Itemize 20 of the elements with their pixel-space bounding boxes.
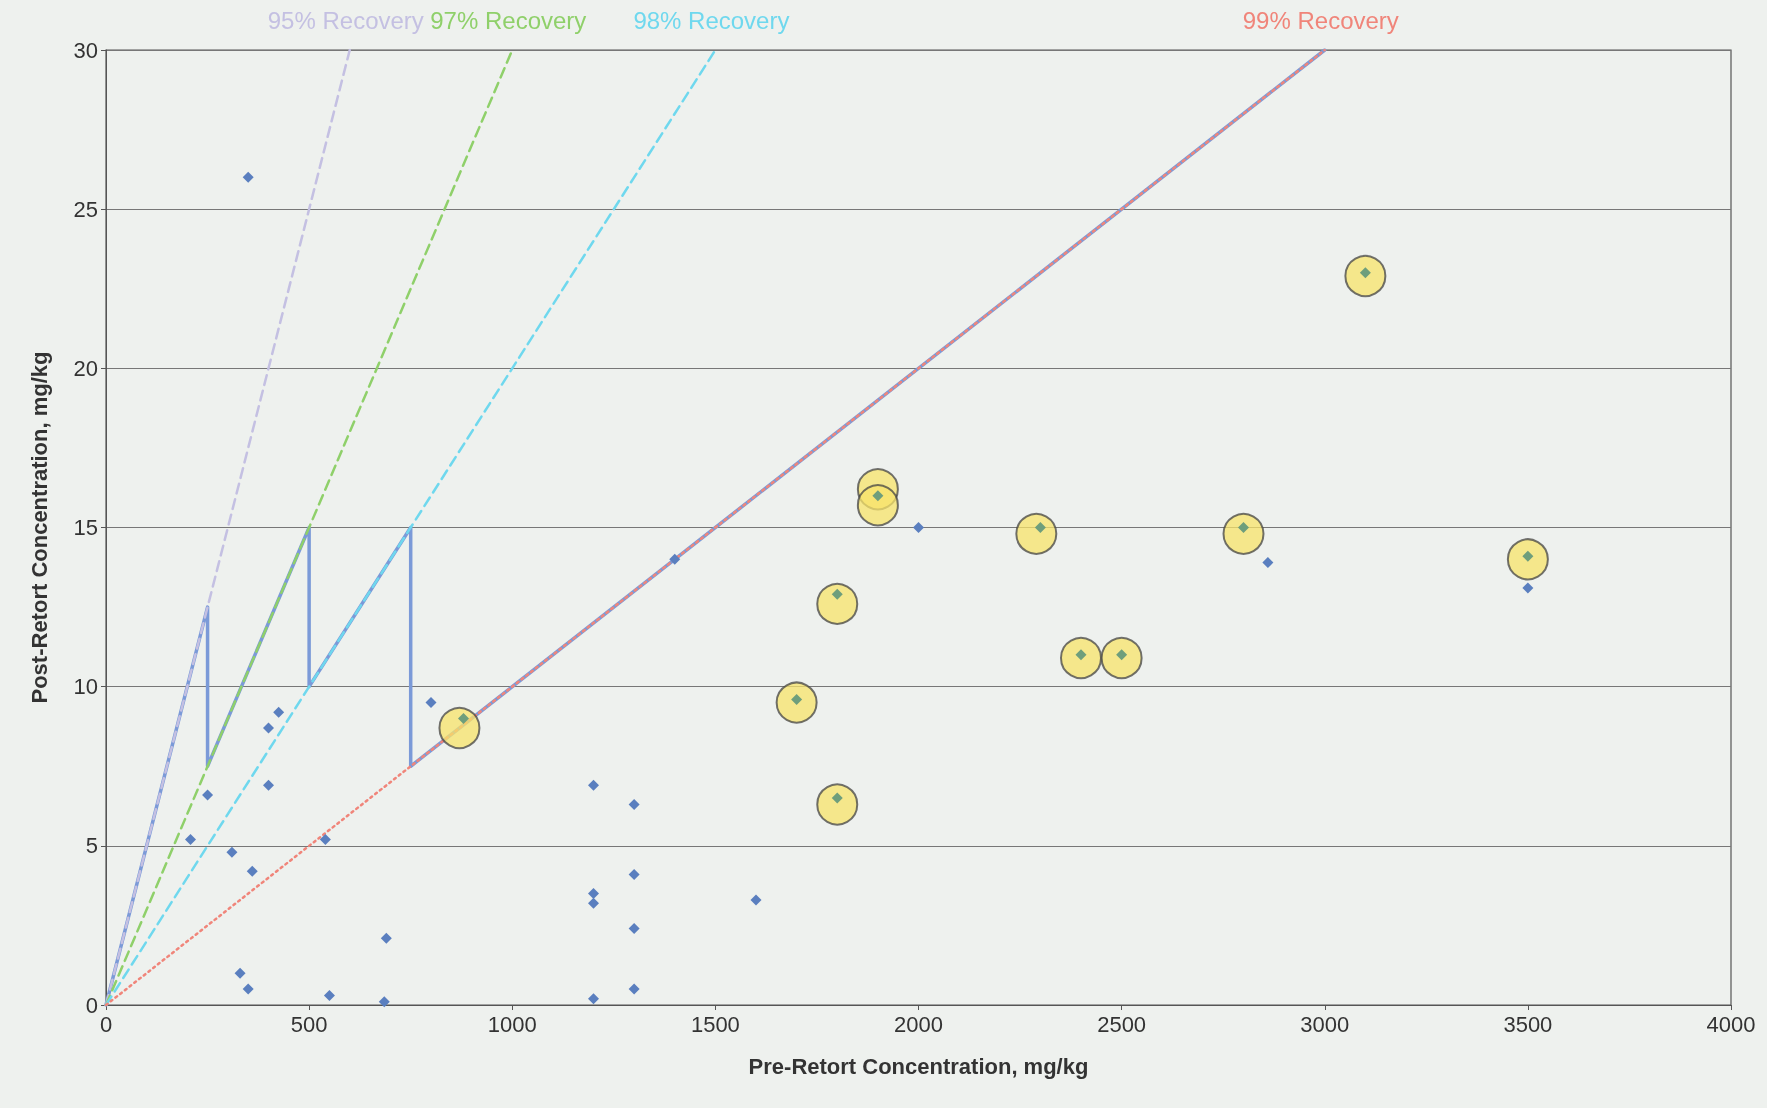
x-tick-label: 3000 bbox=[1300, 1011, 1350, 1037]
x-axis-title: Pre-Retort Concentration, mg/kg bbox=[748, 1053, 1089, 1079]
series-label: 99% Recovery bbox=[1242, 6, 1399, 34]
x-tick-label: 1500 bbox=[690, 1011, 740, 1037]
y-tick-label: 15 bbox=[73, 515, 98, 540]
x-tick-label: 2000 bbox=[894, 1011, 943, 1037]
x-tick-label: 4000 bbox=[1706, 1011, 1756, 1037]
series-label: 97% Recovery bbox=[430, 6, 587, 34]
y-tick-label: 25 bbox=[73, 196, 98, 222]
y-tick-label: 10 bbox=[73, 674, 98, 700]
y-axis-title: Post-Retort Concentration, mg/kg bbox=[26, 351, 52, 704]
y-tick-label: 20 bbox=[73, 355, 98, 381]
y-tick-label: 30 bbox=[73, 37, 98, 63]
y-tick-label: 0 bbox=[85, 992, 98, 1018]
x-tick-label: 2500 bbox=[1097, 1011, 1147, 1037]
x-tick-label: 1000 bbox=[487, 1011, 537, 1037]
y-tick-label: 5 bbox=[85, 833, 98, 859]
series-label: 98% Recovery bbox=[633, 6, 790, 34]
x-tick-label: 3500 bbox=[1503, 1011, 1553, 1037]
x-tick-label: 500 bbox=[290, 1011, 328, 1037]
